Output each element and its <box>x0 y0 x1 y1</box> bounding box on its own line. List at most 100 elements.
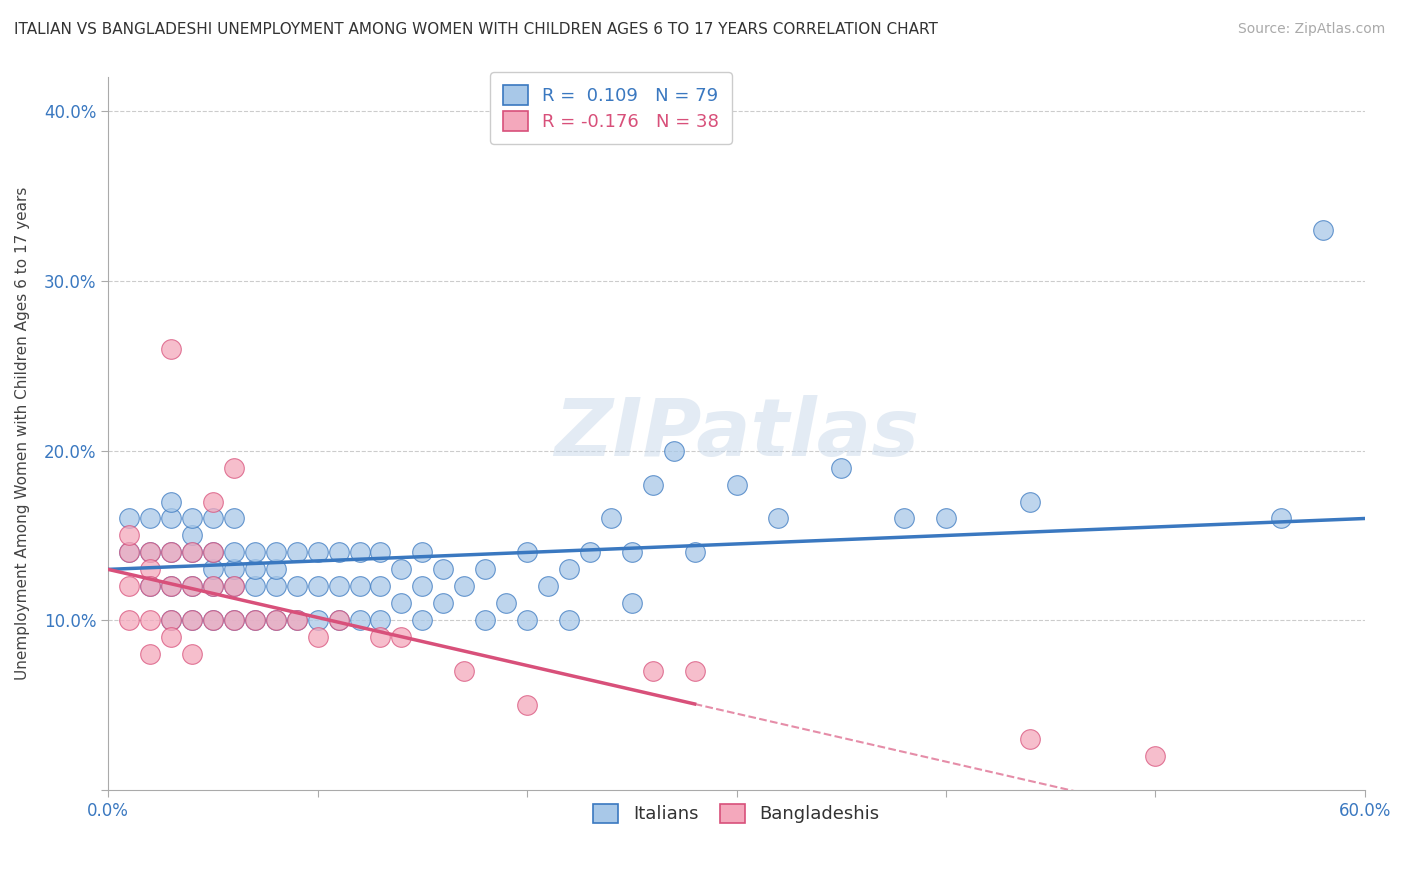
Point <box>370 630 392 644</box>
Point <box>307 630 329 644</box>
Point <box>285 613 308 627</box>
Point <box>222 613 245 627</box>
Point <box>222 579 245 593</box>
Point <box>160 545 183 559</box>
Point <box>725 477 748 491</box>
Point <box>201 562 224 576</box>
Point <box>349 579 371 593</box>
Point <box>641 664 664 678</box>
Point <box>181 579 204 593</box>
Point <box>264 579 287 593</box>
Point <box>328 545 350 559</box>
Point <box>201 579 224 593</box>
Point <box>201 511 224 525</box>
Point <box>160 342 183 356</box>
Point <box>558 562 581 576</box>
Point <box>243 562 266 576</box>
Point <box>307 579 329 593</box>
Point <box>222 511 245 525</box>
Point <box>389 562 412 576</box>
Y-axis label: Unemployment Among Women with Children Ages 6 to 17 years: Unemployment Among Women with Children A… <box>15 187 30 681</box>
Point <box>201 613 224 627</box>
Point <box>264 613 287 627</box>
Point <box>579 545 602 559</box>
Point <box>222 579 245 593</box>
Point <box>118 528 141 542</box>
Point <box>181 579 204 593</box>
Point <box>893 511 915 525</box>
Point <box>201 545 224 559</box>
Point <box>474 613 496 627</box>
Point <box>349 545 371 559</box>
Point <box>370 613 392 627</box>
Point <box>516 698 538 712</box>
Point <box>118 579 141 593</box>
Point <box>243 613 266 627</box>
Point <box>264 562 287 576</box>
Point <box>264 613 287 627</box>
Point <box>264 545 287 559</box>
Point <box>349 613 371 627</box>
Point <box>243 613 266 627</box>
Point <box>160 579 183 593</box>
Point <box>139 647 162 661</box>
Point <box>328 613 350 627</box>
Point <box>181 528 204 542</box>
Point <box>181 545 204 559</box>
Point <box>1312 223 1334 237</box>
Point <box>389 596 412 610</box>
Point <box>432 596 454 610</box>
Point <box>370 579 392 593</box>
Point <box>328 579 350 593</box>
Point <box>620 596 643 610</box>
Point <box>411 613 433 627</box>
Point <box>641 477 664 491</box>
Point <box>139 545 162 559</box>
Point <box>139 613 162 627</box>
Point <box>160 613 183 627</box>
Point <box>768 511 790 525</box>
Point <box>139 579 162 593</box>
Point <box>139 545 162 559</box>
Point <box>1018 732 1040 747</box>
Point <box>201 545 224 559</box>
Point <box>683 664 706 678</box>
Point <box>118 613 141 627</box>
Point <box>516 613 538 627</box>
Point <box>411 545 433 559</box>
Point <box>328 613 350 627</box>
Point <box>599 511 621 525</box>
Point <box>181 613 204 627</box>
Point <box>370 545 392 559</box>
Point <box>830 460 852 475</box>
Legend: Italians, Bangladeshis: Italians, Bangladeshis <box>582 793 891 834</box>
Point <box>453 579 475 593</box>
Point <box>181 647 204 661</box>
Point <box>285 613 308 627</box>
Point <box>432 562 454 576</box>
Text: ZIPatlas: ZIPatlas <box>554 394 920 473</box>
Point <box>285 579 308 593</box>
Point <box>118 545 141 559</box>
Point <box>181 511 204 525</box>
Point <box>474 562 496 576</box>
Point <box>307 545 329 559</box>
Point <box>222 562 245 576</box>
Point <box>495 596 517 610</box>
Point <box>307 613 329 627</box>
Point <box>683 545 706 559</box>
Point <box>160 511 183 525</box>
Point <box>160 613 183 627</box>
Point <box>1018 494 1040 508</box>
Point <box>620 545 643 559</box>
Point <box>662 443 685 458</box>
Point <box>160 630 183 644</box>
Point <box>118 511 141 525</box>
Point <box>558 613 581 627</box>
Point <box>243 545 266 559</box>
Point <box>389 630 412 644</box>
Text: ITALIAN VS BANGLADESHI UNEMPLOYMENT AMONG WOMEN WITH CHILDREN AGES 6 TO 17 YEARS: ITALIAN VS BANGLADESHI UNEMPLOYMENT AMON… <box>14 22 938 37</box>
Point <box>537 579 560 593</box>
Point <box>181 545 204 559</box>
Point <box>1270 511 1292 525</box>
